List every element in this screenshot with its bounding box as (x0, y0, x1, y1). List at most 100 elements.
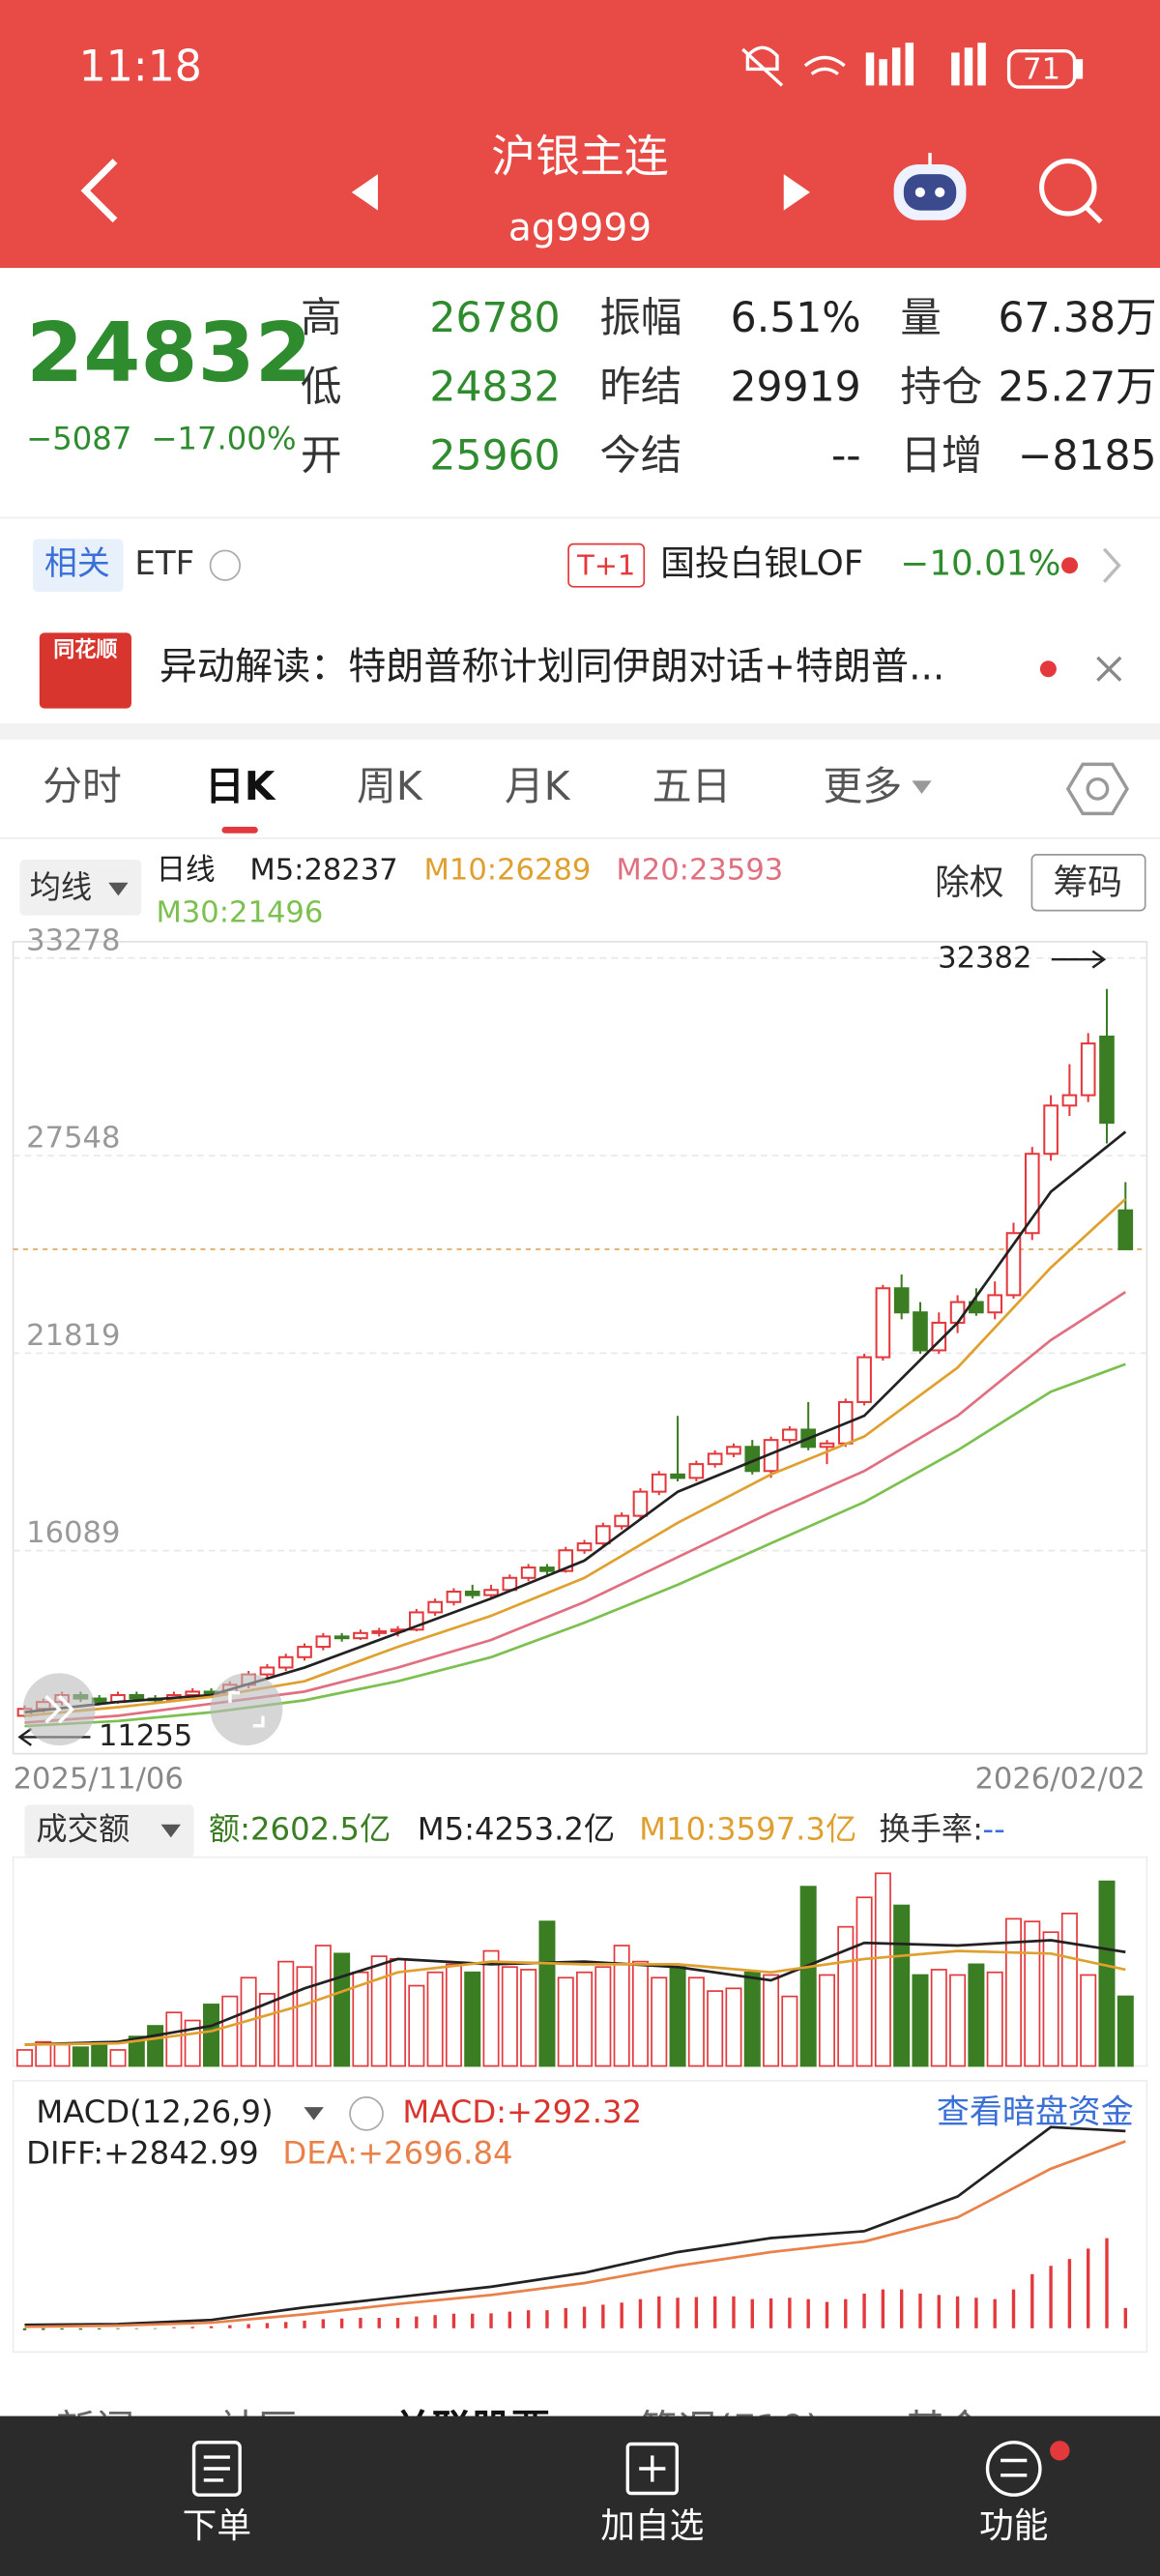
candle-body (277, 1655, 294, 1669)
volume-bar (482, 1949, 500, 2067)
chips-button[interactable]: 筹码 (1054, 863, 1122, 902)
tab[interactable]: 月K (505, 763, 571, 809)
candle-body (464, 1591, 480, 1596)
volume-bar (258, 1992, 276, 2067)
volume-bar (296, 1966, 313, 2067)
volume-bar (445, 1963, 462, 2067)
volume-bar (856, 1896, 873, 2067)
fullscreen-button[interactable] (210, 1673, 283, 1746)
tab-underline (221, 826, 258, 834)
close-news[interactable] (1096, 656, 1122, 682)
prev-contract[interactable] (351, 174, 378, 211)
candle-body (483, 1589, 499, 1596)
volume-bar (1060, 1912, 1078, 2067)
volume-bar (893, 1904, 911, 2067)
ma-button-bg (19, 859, 142, 916)
nav-item[interactable]: 功能 (979, 2506, 1048, 2546)
exright-button[interactable]: 除权 (935, 863, 1003, 902)
collapse-icon (44, 1694, 75, 1724)
nav-item[interactable]: 下单 (183, 2506, 251, 2546)
price-change-pct: −17.00% (151, 421, 296, 457)
badge-box (567, 542, 646, 588)
volume-bar (538, 1920, 556, 2067)
ma-button[interactable]: 均线 (30, 869, 93, 906)
x-label: 2026/02/02 (974, 1762, 1145, 1796)
back-button[interactable] (80, 159, 118, 223)
field-value: 67.38万 (998, 295, 1156, 342)
tab[interactable]: 更多 (824, 763, 903, 809)
nav-labels: 下单 加自选 功能 (183, 2506, 1049, 2546)
volume-bar (669, 1966, 686, 2067)
ma-button-arrow (108, 882, 129, 896)
contract-name: 沪银主连 (491, 130, 669, 182)
chevron[interactable] (1102, 547, 1121, 583)
candle-body (782, 1428, 798, 1442)
volume-bar (221, 1995, 239, 2067)
candle-body (913, 1311, 928, 1352)
field-label: 振幅 (599, 295, 682, 342)
volume-bar (1098, 1880, 1116, 2067)
tab[interactable]: 日K (205, 763, 276, 809)
news-text[interactable]: 异动解读：特朗普称计划同伊朗对话+特朗普... (160, 645, 944, 688)
candle-body (651, 1473, 667, 1493)
candle-body (129, 1693, 145, 1700)
vol-arrow (160, 1824, 181, 1838)
volume-bar (72, 2046, 89, 2067)
field-value: 25960 (429, 433, 560, 481)
tab[interactable]: 五日 (652, 763, 732, 809)
volume-bar (781, 1995, 798, 2067)
tab[interactable]: 分时 (43, 763, 122, 809)
candle-body (539, 1566, 555, 1572)
header-bg (0, 0, 1160, 269)
macd-title[interactable]: MACD(12,26,9) (36, 2093, 273, 2130)
low-marker: 11255 (99, 1719, 192, 1753)
fullscreen-icon (228, 1691, 265, 1728)
volume-bar (725, 1987, 742, 2067)
tab[interactable]: 周K (357, 763, 423, 809)
bottom-nav (0, 2415, 1160, 2576)
candle-body (185, 1690, 201, 1697)
volume-bar (35, 2040, 52, 2067)
volume-bar (91, 2040, 108, 2067)
volume-bar (147, 2025, 164, 2067)
assistant-button[interactable] (893, 153, 967, 220)
volume-bar (799, 1886, 817, 2067)
candle-body (670, 1473, 685, 1479)
candle-body (259, 1666, 276, 1676)
candle-body (1043, 1104, 1058, 1156)
volume-bar (128, 2035, 145, 2067)
macd-value: MACD:+292.32 (402, 2093, 642, 2130)
field-value: −8185 (1018, 433, 1157, 481)
nav-item[interactable]: 加自选 (600, 2506, 704, 2546)
volume-bar (557, 1976, 574, 2067)
settings-icon[interactable] (1065, 762, 1129, 816)
etf-name[interactable]: 国投白银LOF (660, 544, 863, 584)
next-contract[interactable] (783, 174, 810, 211)
tag-bg (32, 539, 124, 592)
dark-pool-link[interactable]: 查看暗盘资金 (937, 2093, 1134, 2131)
candle-body (315, 1635, 332, 1649)
price-chart: 均线 日线 M5:28237 M10:26289 M20:23593 M30:21496 除… (12, 853, 1148, 1796)
candle-body (949, 1301, 966, 1324)
y-tick-label: 21819 (26, 1319, 120, 1353)
candle-body (353, 1631, 368, 1640)
volume-bar (613, 1945, 630, 2067)
volume-bar (53, 2043, 71, 2067)
volume-bar (520, 1969, 537, 2067)
contract-code: ag9999 (508, 206, 652, 249)
candle-body (875, 1287, 891, 1359)
volume-bar (687, 1976, 705, 2067)
volume-bar (930, 1969, 947, 2067)
search-button[interactable] (1039, 159, 1103, 224)
vol-title[interactable]: 成交额 (36, 1811, 130, 1848)
field-value: 24832 (429, 364, 560, 411)
lower-bg (0, 2366, 1160, 2416)
candle-body (726, 1446, 741, 1455)
dot (1039, 660, 1057, 678)
help-icon[interactable] (349, 2096, 384, 2131)
ma-line (24, 1362, 1126, 1728)
vol-ma-legend: M5:4253.2亿 (418, 1811, 616, 1848)
help-icon[interactable] (209, 549, 242, 581)
volume-bar (763, 1974, 780, 2067)
